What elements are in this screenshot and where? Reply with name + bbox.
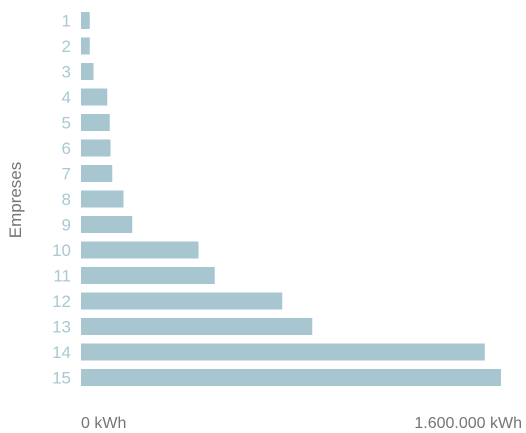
y-tick-label-14: 14 bbox=[52, 343, 71, 362]
y-tick-label-6: 6 bbox=[62, 139, 71, 158]
bar-5 bbox=[81, 114, 110, 131]
y-tick-label-3: 3 bbox=[62, 63, 71, 82]
y-tick-label-12: 12 bbox=[52, 292, 71, 311]
y-tick-label-4: 4 bbox=[62, 88, 71, 107]
y-tick-label-13: 13 bbox=[52, 318, 71, 337]
y-tick-label-2: 2 bbox=[62, 37, 71, 56]
bar-4 bbox=[81, 88, 108, 106]
bar-3 bbox=[81, 63, 94, 80]
bar-7 bbox=[81, 165, 113, 182]
bar-11 bbox=[81, 267, 215, 284]
x-tick-labels: 0 kWh 1.600.000 kWh bbox=[81, 415, 522, 432]
bar-15 bbox=[81, 369, 501, 386]
bar-10 bbox=[81, 241, 199, 259]
bar-13 bbox=[81, 318, 313, 335]
bar-9 bbox=[81, 216, 133, 233]
y-tick-label-9: 9 bbox=[62, 216, 71, 235]
bar-8 bbox=[81, 190, 124, 208]
bars-group bbox=[81, 12, 501, 386]
bar-2 bbox=[81, 37, 90, 55]
bar-12 bbox=[81, 292, 283, 310]
bar-14 bbox=[81, 343, 485, 361]
y-tick-label-10: 10 bbox=[52, 241, 71, 260]
bar-6 bbox=[81, 139, 111, 157]
x-tick-label-1: 1.600.000 kWh bbox=[414, 415, 522, 432]
y-tick-label-1: 1 bbox=[62, 12, 71, 31]
y-tick-label-11: 11 bbox=[53, 267, 71, 286]
x-tick-label-0: 0 kWh bbox=[81, 415, 126, 432]
y-tick-label-5: 5 bbox=[62, 114, 71, 133]
y-tick-label-15: 15 bbox=[52, 369, 71, 388]
y-tick-label-7: 7 bbox=[62, 165, 71, 184]
y-axis-title: Empreses bbox=[6, 162, 25, 239]
y-tick-label-8: 8 bbox=[62, 190, 71, 209]
bar-1 bbox=[81, 12, 90, 29]
